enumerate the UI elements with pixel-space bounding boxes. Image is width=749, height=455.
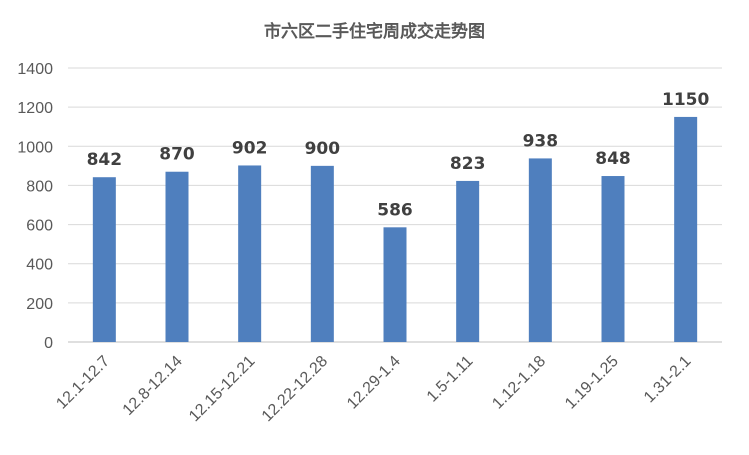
x-tick-label: 12.15-12.21 [186, 353, 258, 425]
x-tick-label: 1.5-1.11 [424, 353, 477, 406]
data-label: 823 [450, 154, 486, 174]
y-tick-label: 1400 [17, 61, 53, 78]
x-tick-label: 12.8-12.14 [120, 353, 186, 419]
bar [238, 165, 262, 342]
bar [601, 176, 625, 342]
data-label: 848 [595, 149, 631, 169]
x-tick-label: 12.29-1.4 [344, 353, 404, 413]
data-label: 842 [87, 150, 123, 170]
y-tick-label: 400 [26, 257, 53, 274]
x-tick-label: 1.31-2.1 [641, 353, 695, 407]
y-tick-label: 200 [26, 296, 53, 313]
x-tick-label: 12.22-12.28 [259, 353, 331, 425]
bar [383, 227, 407, 342]
chart-title: 市六区二手住宅周成交走势图 [264, 22, 485, 42]
y-tick-label: 1200 [17, 100, 53, 117]
data-label: 938 [523, 131, 559, 151]
bar [165, 171, 189, 342]
bar [674, 116, 698, 342]
x-tick-label: 1.19-1.25 [562, 353, 622, 413]
data-label: 902 [232, 138, 268, 158]
y-tick-label: 800 [26, 178, 53, 195]
x-tick-label: 12.1-12.7 [53, 353, 113, 413]
y-tick-label: 600 [26, 218, 53, 235]
bar [528, 158, 552, 342]
bar [92, 177, 116, 342]
y-tick-label: 0 [44, 335, 53, 352]
data-label: 586 [377, 200, 413, 220]
x-tick-label: 1.12-1.18 [489, 353, 549, 413]
bar [456, 180, 480, 342]
bar [310, 165, 334, 342]
data-label: 900 [305, 139, 341, 159]
y-tick-label: 1000 [17, 139, 53, 156]
data-label: 1150 [662, 90, 709, 110]
data-label: 870 [159, 145, 195, 165]
